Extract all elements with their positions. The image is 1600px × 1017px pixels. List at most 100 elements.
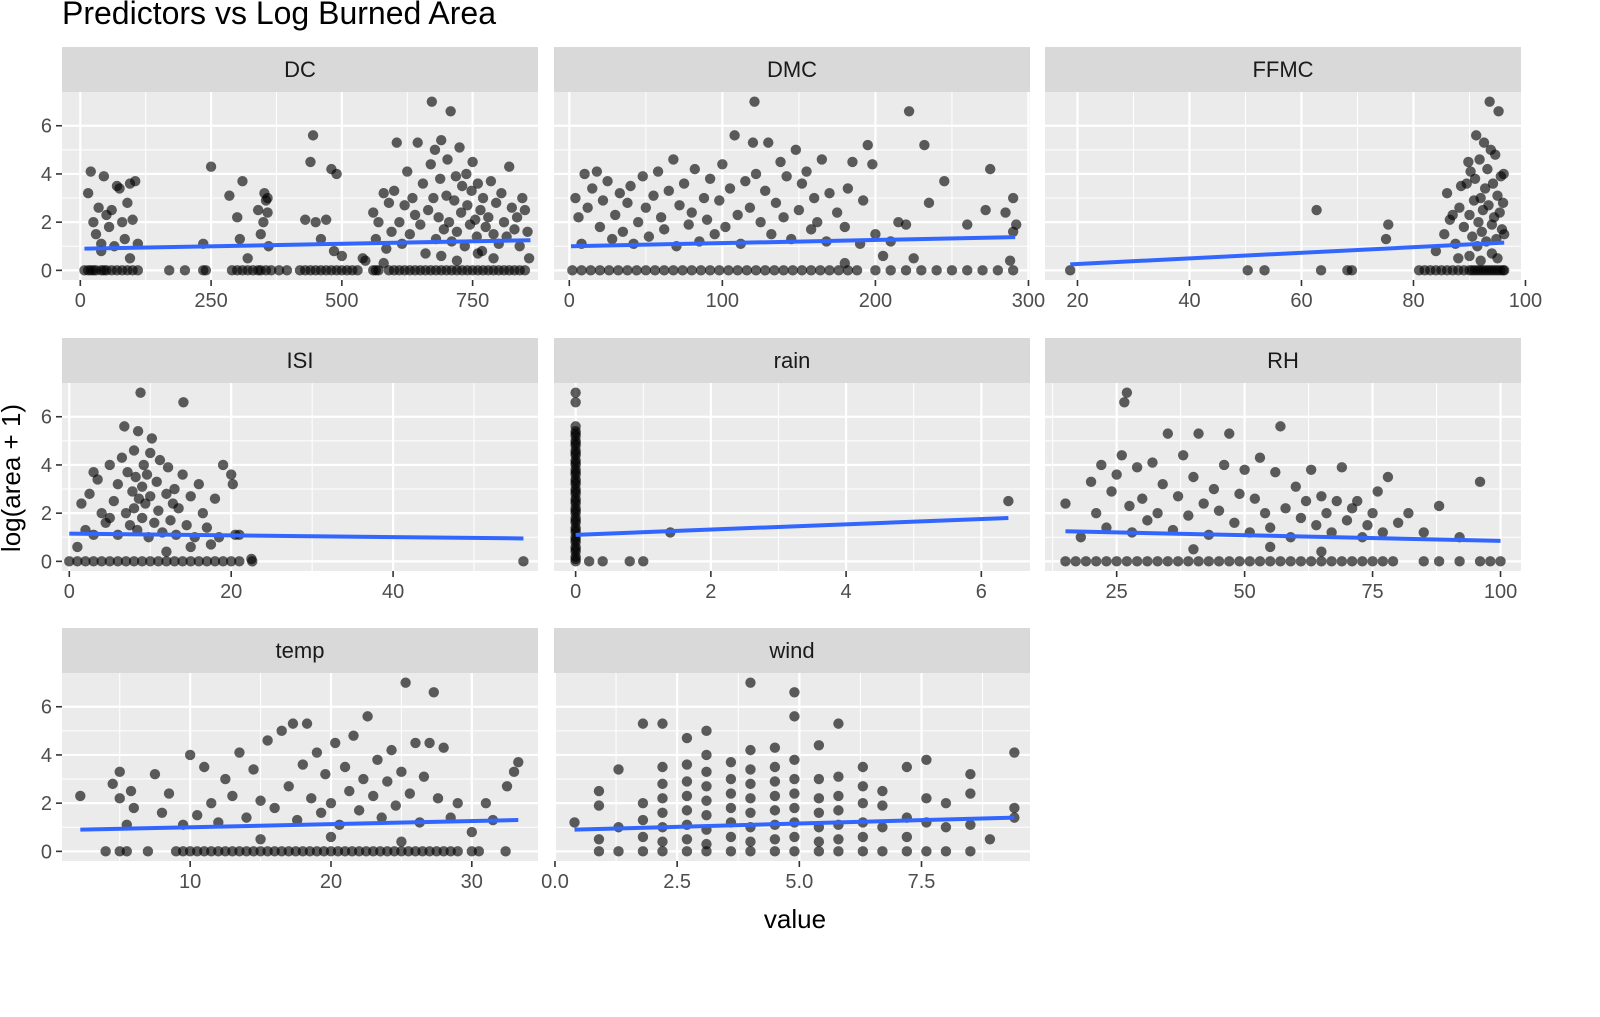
data-point [146, 433, 158, 444]
data-point [1085, 476, 1097, 488]
data-point [640, 202, 652, 213]
data-point [1188, 471, 1199, 483]
data-point [490, 197, 502, 209]
data-point [1430, 245, 1442, 257]
data-point [1346, 503, 1358, 514]
data-point [591, 166, 603, 177]
data-point [372, 754, 383, 765]
data-point [725, 756, 737, 768]
data-point [511, 212, 523, 223]
data-point [769, 790, 781, 802]
data-point [741, 265, 753, 276]
data-point [980, 204, 991, 216]
facet-strip-label: DC [284, 57, 316, 82]
data-point [125, 785, 137, 797]
data-point [582, 202, 593, 213]
data-point [225, 556, 237, 567]
data-point [1147, 457, 1158, 468]
data-point [965, 819, 976, 831]
data-point [1474, 154, 1485, 165]
data-point [1188, 544, 1199, 555]
data-point [1357, 556, 1368, 567]
data-point [396, 836, 407, 847]
x-tick-label: 6 [976, 581, 987, 603]
data-point [1316, 491, 1327, 502]
data-point [613, 764, 624, 775]
data-point [789, 687, 800, 698]
data-point [851, 265, 863, 276]
data-point [643, 231, 655, 242]
data-point [701, 766, 712, 778]
data-point [701, 838, 712, 850]
data-point [1447, 209, 1458, 221]
data-point [80, 556, 91, 567]
data-point [407, 192, 418, 204]
data-point [745, 778, 756, 790]
data-point [570, 397, 581, 408]
data-point [269, 802, 280, 814]
data-point [459, 241, 470, 252]
data-point [488, 229, 499, 240]
data-point [246, 553, 257, 565]
data-point [88, 216, 99, 228]
data-point [747, 137, 759, 148]
data-point [637, 797, 649, 809]
data-point [720, 221, 731, 233]
data-point [570, 553, 581, 565]
data-point [136, 556, 148, 567]
data-point [732, 209, 743, 221]
data-point [681, 732, 693, 744]
data-point [443, 216, 455, 228]
facet-rain: rain 0 2 4 6 [554, 338, 1030, 603]
data-point [1498, 168, 1509, 180]
data-point [769, 761, 781, 773]
data-point [745, 836, 756, 847]
data-point [454, 142, 465, 153]
data-point [1461, 178, 1472, 189]
data-point [921, 754, 932, 765]
data-point [1259, 265, 1270, 276]
data-point [433, 212, 444, 223]
data-point [151, 476, 162, 488]
data-point [90, 229, 102, 240]
data-point [128, 503, 140, 514]
data-point [114, 183, 125, 194]
data-point [652, 166, 664, 177]
data-point [1003, 495, 1014, 507]
data-point [142, 846, 154, 857]
data-point [173, 503, 184, 514]
data-point [1285, 556, 1296, 567]
fit-line [80, 818, 519, 832]
data-point [200, 265, 212, 276]
x-axis-title: value [764, 904, 826, 934]
data-point [714, 265, 725, 276]
data-point [701, 846, 712, 857]
data-point [1060, 498, 1071, 509]
data-point [114, 793, 125, 804]
data-point [104, 459, 115, 471]
facet-strip-label: ISI [287, 348, 314, 373]
data-point [461, 168, 472, 180]
data-point [88, 466, 99, 478]
data-point [570, 534, 581, 545]
data-point [824, 188, 835, 199]
data-point [1131, 462, 1143, 473]
data-point [1183, 556, 1194, 567]
data-point [501, 781, 513, 792]
data-point [100, 846, 111, 857]
data-point [185, 491, 196, 502]
data-point [775, 156, 786, 168]
data-point [867, 159, 878, 170]
data-point [205, 539, 217, 550]
data-point [485, 175, 497, 187]
data-point [833, 846, 844, 857]
data-point [378, 188, 389, 199]
data-point [429, 144, 441, 156]
data-point [901, 761, 913, 773]
data-point [1484, 96, 1495, 107]
data-point [132, 265, 144, 276]
data-point [262, 192, 273, 204]
data-point [519, 265, 531, 276]
data-point [857, 846, 869, 857]
